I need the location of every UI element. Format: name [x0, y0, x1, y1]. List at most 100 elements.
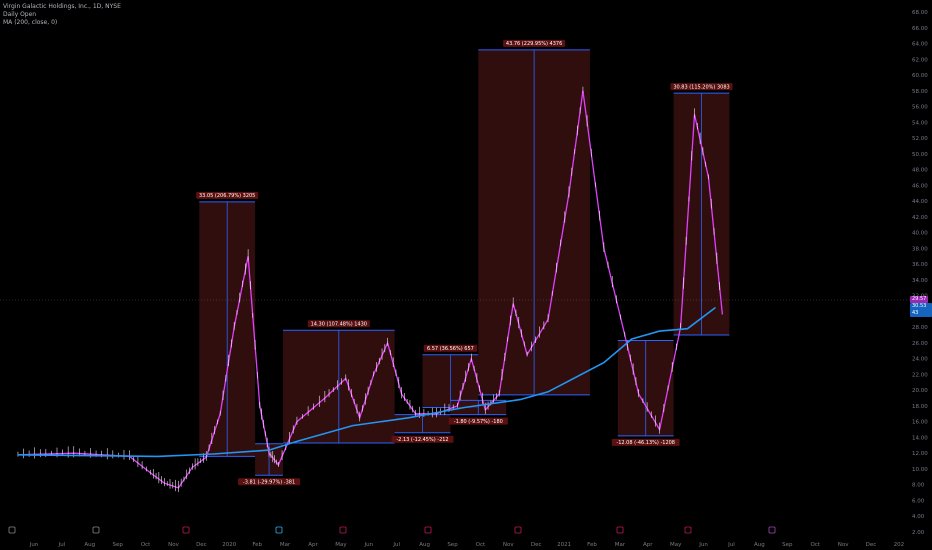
chart-legend: Virgin Galactic Holdings, Inc., 1D, NYSE…	[3, 3, 121, 27]
time-tick: 2020	[222, 542, 236, 548]
price-tick: 48.00	[912, 168, 928, 174]
time-tick: Mar	[280, 542, 291, 548]
ma-line	[17, 306, 716, 458]
range-label: 14.30 (107.48%) 1430	[311, 322, 367, 328]
time-tick: Aug	[754, 542, 765, 548]
time-tick: Jun	[698, 542, 708, 548]
price-tick: 18.00	[912, 404, 928, 410]
price-tick: 10.00	[912, 467, 928, 473]
price-axis: 2.00 4.00 6.00 8.00 10.00 12.00 14.00 16.00 18.0…	[912, 10, 928, 536]
price-tick: 36.00	[912, 262, 928, 268]
price-tick: 34.00	[912, 278, 928, 284]
legend-daily-open[interactable]: Daily Open	[3, 11, 37, 18]
price-tick: 46.00	[912, 183, 928, 189]
time-tick: Apr	[643, 542, 653, 548]
range-label-bg	[448, 417, 508, 425]
range-label: 6.57 (36.56%) 657	[427, 346, 474, 352]
legend-ma[interactable]: MA (200, close, 0)	[3, 19, 58, 26]
price-tick: 6.00	[912, 498, 925, 504]
price-tick: 22.00	[912, 372, 928, 378]
range-label-bg	[196, 191, 259, 199]
time-tick: Dec	[866, 542, 877, 548]
time-tick: Dec	[196, 542, 207, 548]
price-tick: 62.00	[912, 57, 928, 63]
range-label-bg	[670, 83, 733, 91]
legend-symbol[interactable]: Virgin Galactic Holdings, Inc., 1D, NYSE	[3, 3, 121, 10]
event-icon	[182, 526, 190, 534]
price-tick: 12.00	[912, 451, 928, 457]
price-tick: 28.00	[912, 325, 928, 331]
time-tick: Jun	[29, 542, 39, 548]
event-icons	[8, 526, 776, 534]
price-tick: 4.00	[912, 514, 925, 520]
time-tick: Jun	[364, 542, 374, 548]
time-tick: Nov	[503, 542, 514, 548]
time-tick: Jul	[727, 542, 735, 548]
price-tick: 54.00	[912, 120, 928, 126]
price-tick: 26.00	[912, 341, 928, 347]
time-tick: Mar	[615, 542, 626, 548]
event-icon	[8, 526, 16, 534]
range-label-bg	[391, 435, 454, 443]
time-tick: 202	[894, 542, 905, 548]
time-tick: Sep	[782, 542, 793, 548]
range-label: 43.76 (229.95%) 4376	[506, 41, 562, 47]
price-tick: 42.00	[912, 215, 928, 221]
time-axis: Jun Jul Aug Sep Oct Nov Dec 2020 Feb Mar Apr May Jun…	[29, 542, 904, 548]
time-tick: Dec	[531, 542, 542, 548]
event-icon	[92, 526, 100, 534]
range-label-bg	[503, 39, 566, 47]
time-tick: Apr	[308, 542, 318, 548]
time-tick: 2021	[557, 542, 571, 548]
price-candles	[17, 86, 724, 493]
time-tick: Jul	[392, 542, 400, 548]
price-tick: 2.00	[912, 530, 925, 536]
last-price-badge: 29.57	[910, 296, 929, 303]
price-tick: 64.00	[912, 42, 928, 48]
event-icon	[424, 526, 432, 534]
event-icon	[768, 526, 776, 534]
range-label-bg	[238, 478, 301, 486]
price-tick: 14.00	[912, 435, 928, 441]
price-tick: 58.00	[912, 89, 928, 95]
range-label-bg	[423, 344, 478, 352]
time-tick: Feb	[587, 542, 597, 548]
range-label: -2.13 (-12.45%) -212	[396, 437, 448, 443]
range-label-bg	[611, 438, 680, 446]
time-tick: May	[335, 542, 347, 548]
price-tick: 52.00	[912, 136, 928, 142]
price-tick: 16.00	[912, 420, 928, 426]
price-tick: 50.00	[912, 152, 928, 158]
range-label-bg	[307, 320, 370, 328]
time-tick: Aug	[419, 542, 430, 548]
range-label: -3.81 (-29.97%) -381	[243, 479, 295, 485]
price-tick: 20.00	[912, 388, 928, 394]
range-label: 33.05 (206.79%) 3205	[199, 193, 255, 199]
price-tick: 38.00	[912, 246, 928, 252]
time-tick: Oct	[476, 542, 486, 548]
time-tick: Sep	[447, 542, 458, 548]
range-label: -12.08 (-46.13%) -1208	[616, 440, 675, 446]
event-icon	[684, 526, 692, 534]
time-tick: Aug	[84, 542, 95, 548]
range-label: 30.83 (115.20%) 3083	[673, 84, 729, 90]
price-tick: 40.00	[912, 231, 928, 237]
price-tick: 66.00	[912, 26, 928, 32]
time-tick: Jul	[58, 542, 66, 548]
price-tick: 8.00	[912, 483, 925, 489]
event-icon	[339, 526, 347, 534]
event-icon	[275, 526, 283, 534]
time-tick: Nov	[168, 542, 179, 548]
event-icon	[616, 526, 624, 534]
price-tick: 44.00	[912, 199, 928, 205]
price-tick: 60.00	[912, 73, 928, 79]
time-tick: Nov	[838, 542, 849, 548]
range-label: -1.80 (-9.57%) -180	[454, 419, 503, 425]
ma-value-badge: 30.53 43	[910, 303, 932, 317]
range-boxes: 33.05 (206.79%) 3205 -3.81 (-29.97%) -381…	[196, 39, 733, 486]
price-tick: 24.00	[912, 357, 928, 363]
time-tick: May	[670, 542, 682, 548]
event-icon	[514, 526, 522, 534]
time-tick: Oct	[810, 542, 820, 548]
